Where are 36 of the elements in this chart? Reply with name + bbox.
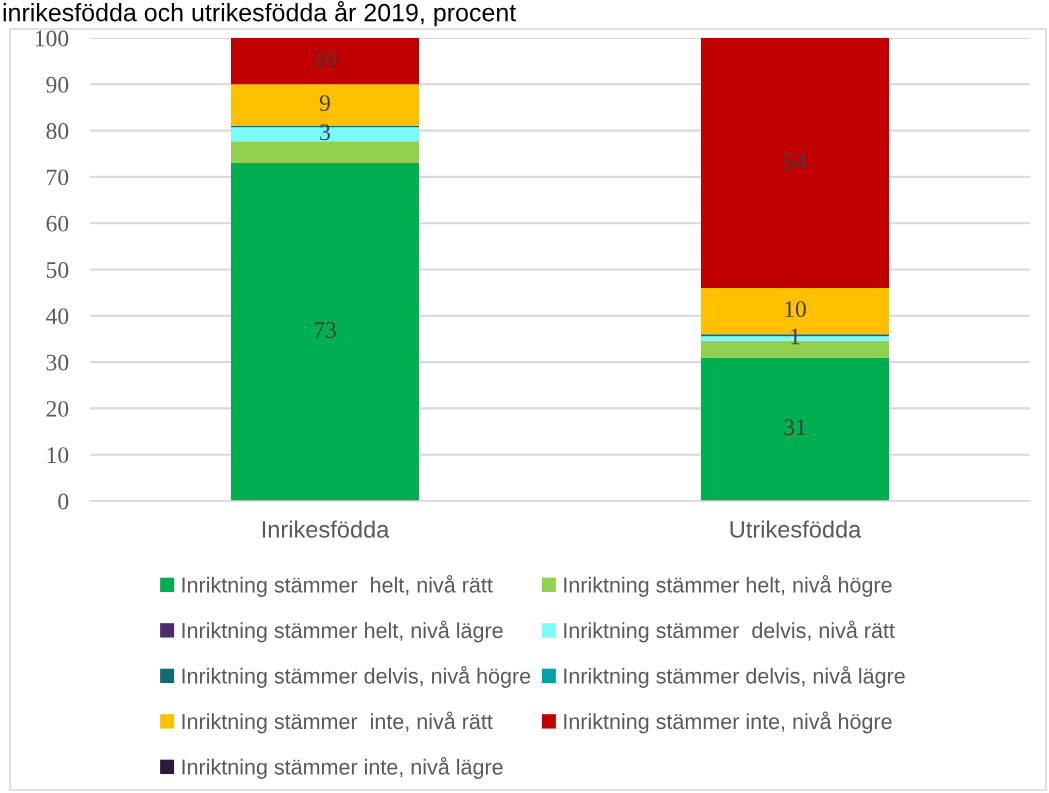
- legend-label: Inriktning stämmer delvis, nivå lägre: [564, 666, 905, 688]
- data-label: 3: [320, 124, 330, 141]
- y-tick-label: 70: [47, 169, 69, 186]
- legend-label: Inriktning stämmer helt, nivå högre: [564, 575, 892, 597]
- data-label: 10: [785, 301, 806, 318]
- bar: [231, 84, 419, 126]
- y-tick-label: 10: [47, 447, 69, 464]
- y-tick-label: 0: [58, 493, 69, 510]
- bar: [231, 163, 419, 501]
- y-tick-label: 80: [46, 123, 69, 140]
- chart-title: inrikesfödda och utrikesfödda år 2019, procent: [3, 1, 517, 27]
- bar: [701, 357, 889, 501]
- legend-label: Inriktning stämmer inte, nivå lägre: [182, 757, 503, 779]
- data-label: 54: [784, 153, 807, 169]
- y-tick-label: 100: [35, 30, 69, 47]
- legend-label: Inriktning stämmer inte, nivå högre: [564, 711, 892, 734]
- x-tick-label: Utrikesfödda: [730, 520, 862, 538]
- y-tick-label: 20: [46, 400, 69, 417]
- bar: [701, 38, 889, 289]
- data-label: 10: [315, 51, 336, 68]
- bar: [231, 38, 419, 85]
- legend-label: Inriktning stämmer delvis, nivå högre: [182, 666, 531, 688]
- y-tick-label: 50: [46, 261, 69, 278]
- legend-label: Inriktning stämmer delvis, nivå rätt: [564, 620, 895, 643]
- legend-label: Inriktning stämmer inte, nivå rätt: [182, 711, 493, 734]
- legend-label: Inriktning stämmer helt, nivå rätt: [182, 575, 493, 597]
- bar: [231, 141, 419, 164]
- y-tick-label: 40: [46, 308, 69, 325]
- y-tick-label: 60: [46, 215, 69, 232]
- data-label: 31: [784, 419, 806, 436]
- y-tick-label: 30: [46, 354, 69, 371]
- y-tick-label: 90: [46, 76, 69, 93]
- legend-label: Inriktning stämmer helt, nivå lägre: [182, 620, 503, 643]
- x-tick-label: Inrikesfödda: [262, 520, 390, 538]
- data-label: 73: [314, 322, 336, 338]
- data-label: 9: [319, 95, 330, 112]
